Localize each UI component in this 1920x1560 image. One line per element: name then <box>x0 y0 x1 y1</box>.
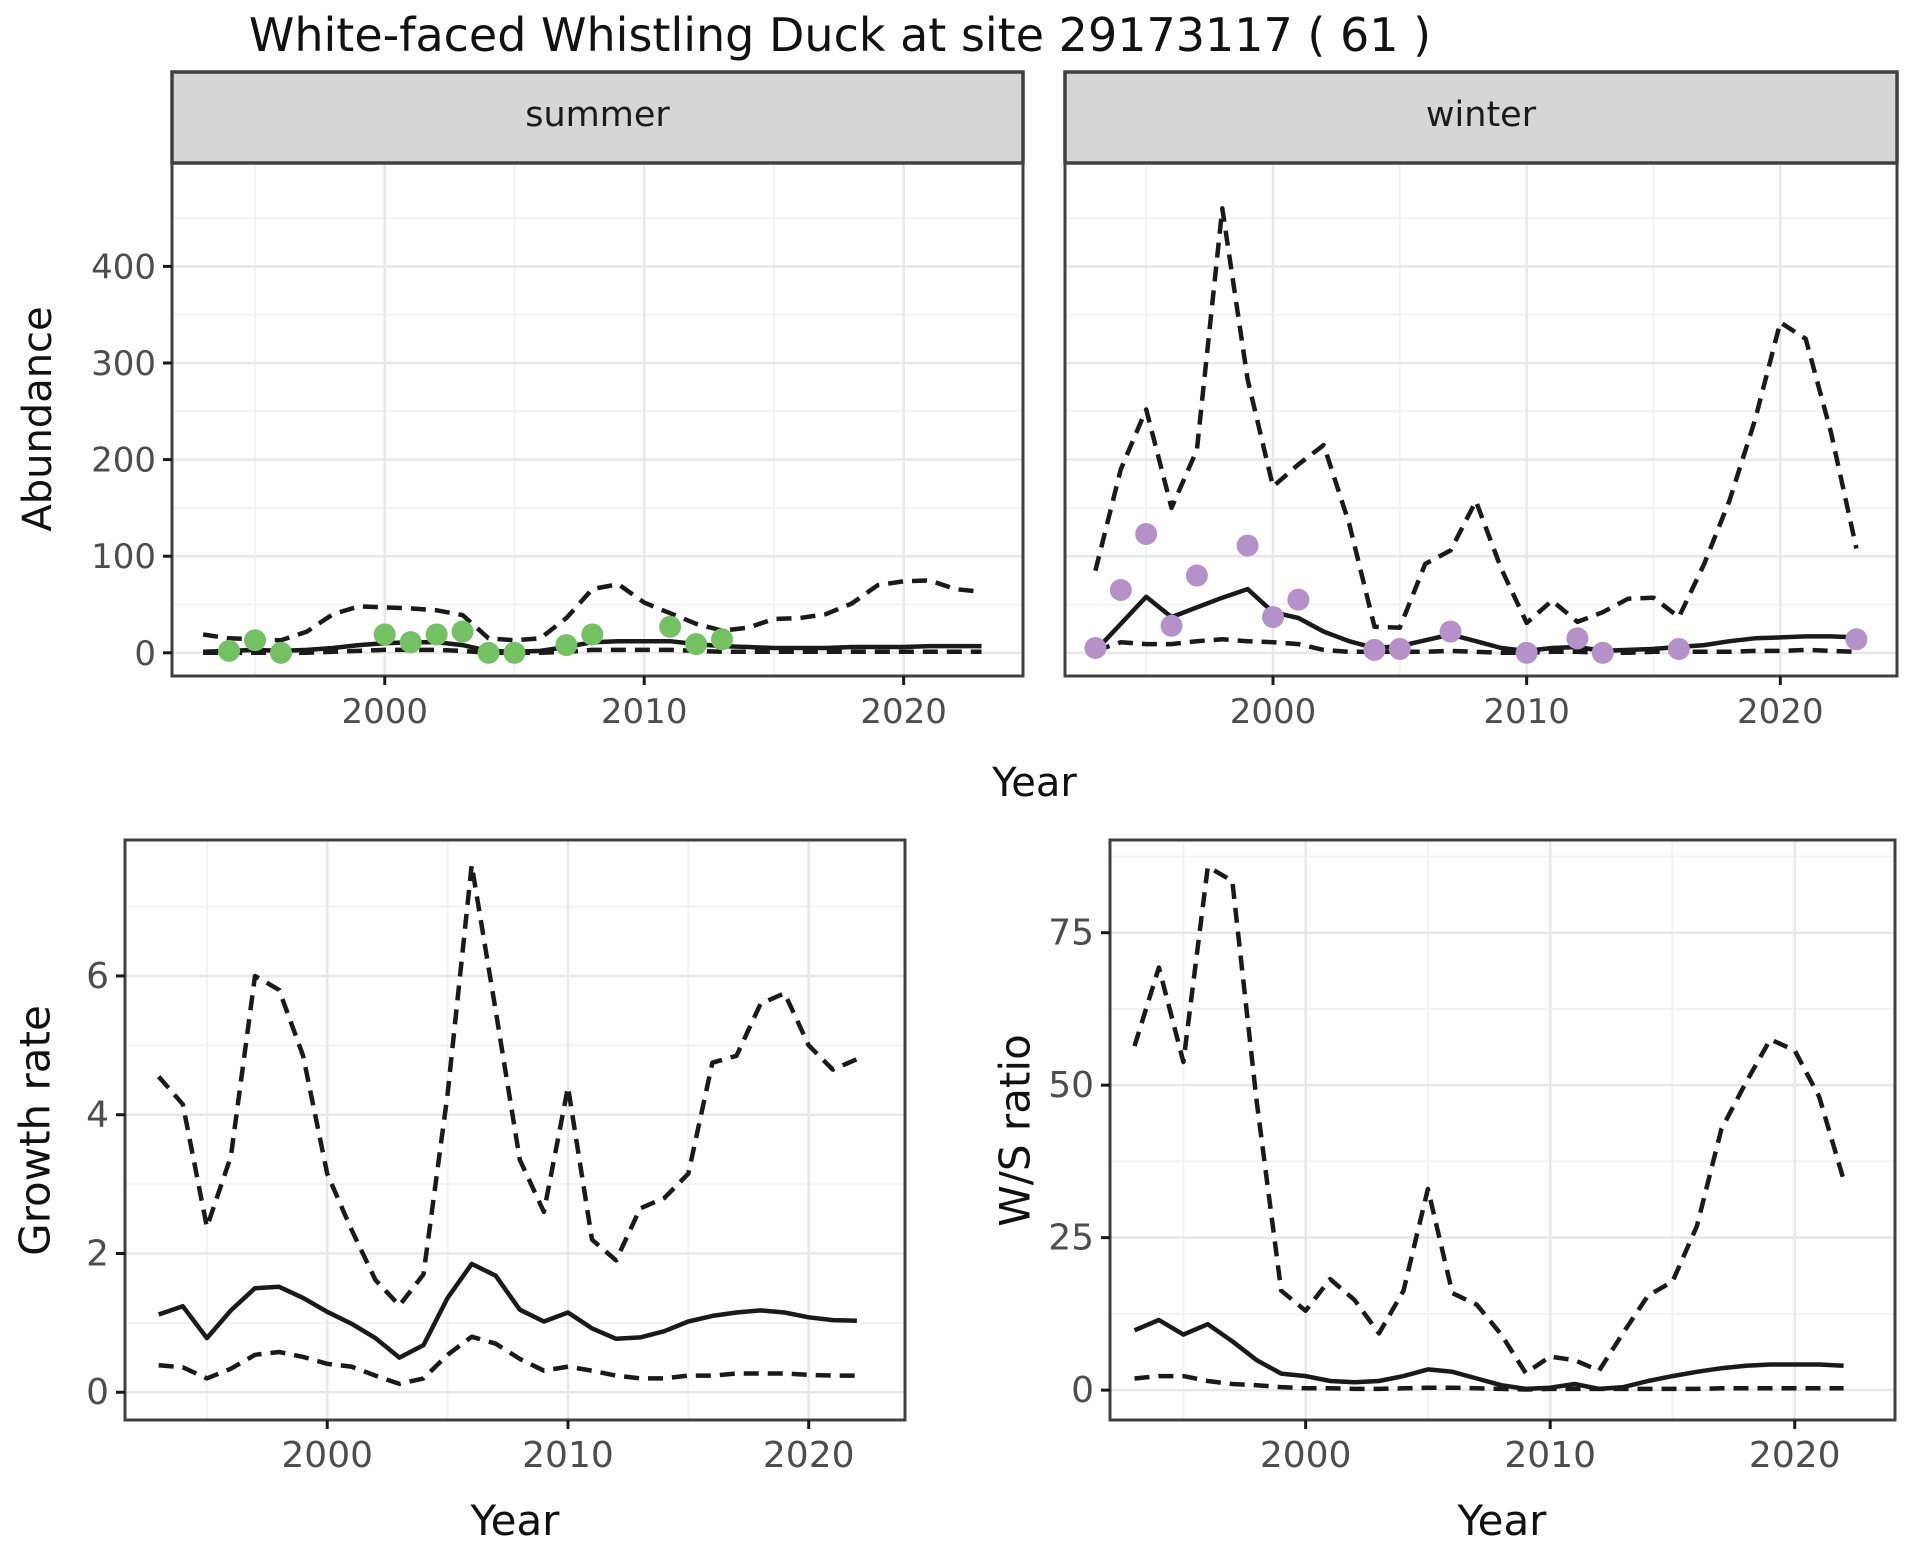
summer-observation-point <box>373 623 396 646</box>
y-tick-label: 4 <box>86 1095 109 1136</box>
panel-ws_ratio: 2000 2010 2020 0 25 50 75 <box>1048 838 1897 1476</box>
grid-summer <box>172 163 1023 676</box>
winter-observation-point <box>1185 564 1208 587</box>
y-tick-label: 100 <box>91 537 156 577</box>
growth_rate-upper-ci-line <box>157 862 858 1308</box>
growth_rate-lower-ci-line <box>158 1334 857 1387</box>
y-tick-label: 0 <box>86 1372 109 1413</box>
axis-ws_ratio: 2000 2010 2020 0 25 50 75 <box>1048 913 1840 1476</box>
facet-strip-label-summer: summer <box>525 95 670 135</box>
x-tick-label: 2000 <box>1260 1435 1352 1476</box>
y-tick-label: 0 <box>134 634 156 674</box>
y-tick-label: 25 <box>1048 1218 1094 1259</box>
summer-observation-point <box>659 615 682 638</box>
y-tick-label: 0 <box>1071 1370 1094 1411</box>
grid-growth_rate <box>125 840 905 1420</box>
plot-title: White-faced Whistling Duck at site 29173… <box>248 8 1432 62</box>
panel-growth_rate: 2000 2010 2020 0 2 4 6 <box>86 838 907 1476</box>
x-tick-label: 2020 <box>763 1435 855 1476</box>
winter-upper-ci-line <box>1093 206 1859 630</box>
summer-observation-point <box>218 639 241 662</box>
winter-observation-point <box>1109 579 1132 602</box>
summer-lower-ci-line <box>203 647 982 656</box>
growth_rate-mean-line <box>157 1261 857 1360</box>
x-tick-label: 2000 <box>341 692 428 732</box>
summer-upper-ci-line <box>202 578 982 643</box>
panel-summer: 2000 2010 2020 0 100 200 300 400 <box>91 70 1025 732</box>
winter-observation-point <box>1262 606 1284 629</box>
grid-winter <box>1065 163 1897 676</box>
summer-observation-point <box>399 631 422 654</box>
summer-observation-point <box>503 641 526 664</box>
panel-winter: 2000 2010 2020 <box>1063 70 1899 732</box>
winter-observation-point <box>1236 534 1259 557</box>
y-tick-label: 2 <box>86 1233 109 1274</box>
axis-winter: 2000 2010 2020 <box>1230 676 1824 732</box>
y-axis-title-growth-rate: Growth rate <box>10 1005 60 1256</box>
y-axis-title-ws-ratio: W/S ratio <box>990 1034 1040 1227</box>
facet-strip-summer <box>170 70 1025 165</box>
panel-border-summer <box>170 161 1025 678</box>
summer-observation-point <box>685 633 708 656</box>
winter-observation-point <box>1084 636 1107 659</box>
winter-observation-point <box>1135 522 1158 545</box>
winter-observation-point <box>1363 638 1386 661</box>
ws_ratio-mean-line <box>1133 1317 1844 1392</box>
winter-observation-point <box>1287 588 1310 611</box>
x-tick-label: 2010 <box>522 1435 614 1476</box>
panel-border-winter <box>1063 161 1899 678</box>
summer-observation-point <box>477 641 500 664</box>
x-axis-title-growth-rate: Year <box>470 1496 560 1545</box>
x-tick-label: 2020 <box>1737 692 1824 732</box>
y-tick-label: 75 <box>1048 913 1094 954</box>
y-tick-label: 200 <box>91 441 156 481</box>
ws_ratio-upper-ci-line <box>1132 864 1846 1376</box>
summer-observation-point <box>711 628 734 651</box>
winter-observation-point <box>1388 637 1411 660</box>
x-axis-title-ws-ratio: Year <box>1457 1496 1547 1545</box>
series-winter <box>1084 206 1868 664</box>
axis-summer: 2000 2010 2020 0 100 200 300 400 <box>91 247 947 732</box>
axis-growth_rate: 2000 2010 2020 0 2 4 6 <box>86 956 854 1476</box>
x-tick-label: 2000 <box>1230 692 1317 732</box>
grid-ws_ratio <box>1110 840 1895 1420</box>
x-tick-label: 2010 <box>1483 692 1570 732</box>
winter-observation-point <box>1160 614 1183 637</box>
y-tick-label: 6 <box>86 956 109 997</box>
summer-observation-point <box>555 634 578 657</box>
y-tick-label: 50 <box>1048 1065 1094 1106</box>
winter-observation-point <box>1439 620 1462 643</box>
winter-observation-point <box>1515 641 1538 664</box>
winter-observation-point <box>1566 627 1589 650</box>
summer-observation-point <box>581 623 604 646</box>
y-tick-label: 300 <box>91 344 156 384</box>
winter-mean-line <box>1093 586 1857 654</box>
series-growth_rate <box>157 862 858 1387</box>
series-ws_ratio <box>1132 864 1846 1392</box>
panel-border-growth_rate <box>123 838 907 1422</box>
summer-observation-point <box>269 641 292 664</box>
summer-observation-point <box>244 629 267 652</box>
x-axis-title-top: Year <box>992 760 1077 806</box>
x-tick-label: 2020 <box>860 692 947 732</box>
panel-border-ws_ratio <box>1108 838 1897 1422</box>
summer-observation-point <box>425 623 448 646</box>
facet-strip-winter <box>1063 70 1899 165</box>
winter-lower-ci-line <box>1094 637 1857 656</box>
series-summer <box>202 578 982 664</box>
y-axis-title-abundance: Abundance <box>15 306 61 532</box>
x-tick-label: 2020 <box>1749 1435 1841 1476</box>
winter-observation-point <box>1845 628 1868 651</box>
winter-observation-point <box>1591 641 1614 664</box>
y-tick-label: 400 <box>91 247 156 287</box>
x-tick-label: 2010 <box>601 692 688 732</box>
x-tick-label: 2010 <box>1504 1435 1596 1476</box>
facet-strip-label-winter: winter <box>1425 95 1537 135</box>
winter-observation-point <box>1667 637 1690 660</box>
x-tick-label: 2000 <box>281 1435 373 1476</box>
summer-observation-point <box>451 620 474 643</box>
